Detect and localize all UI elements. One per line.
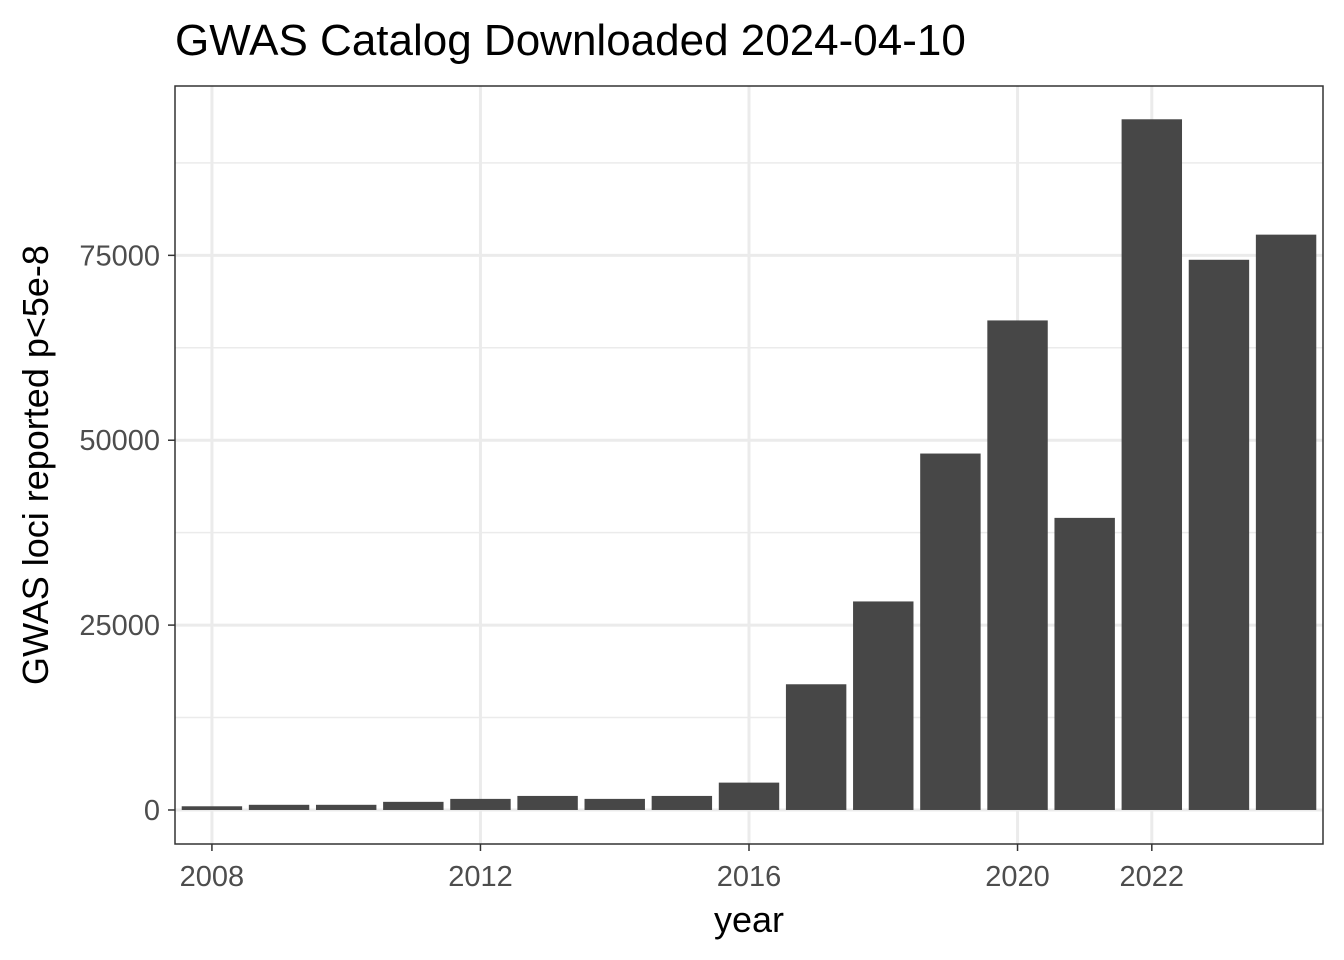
bar-2010 xyxy=(315,804,377,810)
bar-2016 xyxy=(718,782,780,810)
bar-2014 xyxy=(584,798,645,810)
x-tick-label: 2012 xyxy=(448,861,513,893)
y-axis: 0 25000 50000 75000 xyxy=(79,240,175,827)
bar-2022 xyxy=(1121,119,1183,810)
chart-title: GWAS Catalog Downloaded 2024-04-10 xyxy=(175,16,966,65)
bar-2018 xyxy=(853,601,914,810)
y-tick-label: 75000 xyxy=(79,240,160,272)
bar-2012 xyxy=(450,798,511,810)
bar-2013 xyxy=(517,795,578,810)
x-tick-label: 2016 xyxy=(717,861,782,893)
y-tick-label: 50000 xyxy=(79,425,160,457)
bar-2011 xyxy=(383,801,444,810)
bar-2008 xyxy=(181,806,243,810)
bar-2023 xyxy=(1188,259,1250,810)
bar-2019 xyxy=(920,453,981,810)
x-tick-label: 2022 xyxy=(1120,861,1185,893)
x-tick-label: 2008 xyxy=(180,861,245,893)
x-tick-label: 2020 xyxy=(985,861,1050,893)
bar-2017 xyxy=(785,684,847,810)
bar-2024 xyxy=(1255,234,1317,810)
bar-2009 xyxy=(248,804,310,810)
bar-2020 xyxy=(987,320,1048,810)
y-tick-label: 0 xyxy=(144,795,160,827)
x-axis: 2008 2012 2016 2020 2022 xyxy=(180,844,1184,893)
bar-2015 xyxy=(651,795,713,810)
y-tick-label: 25000 xyxy=(79,610,160,642)
bar-2021 xyxy=(1054,517,1115,810)
x-axis-title: year xyxy=(714,899,784,940)
bars xyxy=(181,119,1317,810)
y-axis-title: GWAS loci reported p<5e-8 xyxy=(15,245,56,685)
